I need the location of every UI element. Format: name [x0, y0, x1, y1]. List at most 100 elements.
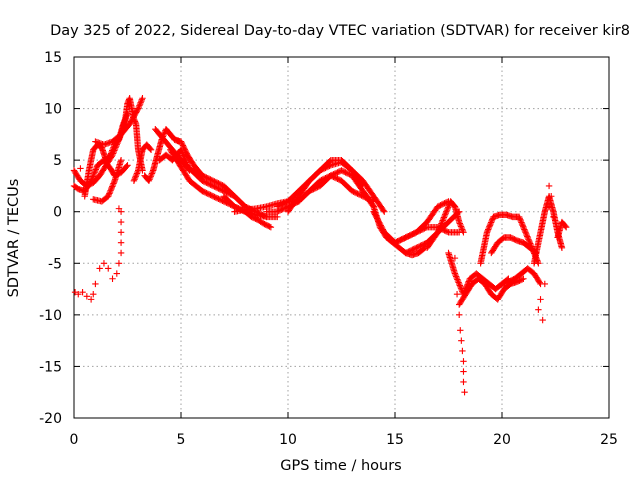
data-point [456, 280, 463, 288]
data-point [458, 337, 465, 344]
y-tick-label: 15 [44, 50, 62, 66]
data-point [117, 156, 125, 164]
y-tick-label: -5 [48, 256, 62, 272]
data-point [541, 280, 548, 288]
data-point [381, 208, 388, 215]
data-point [373, 215, 381, 222]
data-point [438, 218, 446, 226]
data-point [375, 218, 382, 225]
data-point [122, 114, 129, 122]
x-tick-label: 0 [70, 432, 79, 448]
data-point [137, 99, 144, 106]
data-point [117, 218, 125, 226]
data-point [545, 182, 553, 190]
data-point [147, 146, 155, 154]
data-point [456, 311, 463, 319]
data-point [120, 120, 127, 128]
data-point [135, 103, 143, 111]
data-point [109, 275, 116, 282]
data-point [378, 223, 385, 231]
data-point [520, 224, 527, 232]
data-point [110, 178, 118, 186]
data-point [563, 223, 570, 231]
data-point [138, 98, 145, 105]
data-point [134, 168, 141, 176]
data-point [131, 174, 139, 182]
data-point [115, 260, 123, 267]
data-point [100, 260, 108, 267]
data-point [443, 228, 451, 235]
data-point [107, 186, 115, 193]
data-point [486, 223, 493, 230]
data-point [373, 214, 380, 221]
data-point [105, 193, 112, 200]
data-point [518, 219, 525, 226]
data-point [516, 215, 523, 222]
data-point [106, 188, 114, 196]
data-point [523, 231, 530, 239]
data-point [459, 347, 466, 355]
data-point [123, 112, 131, 119]
data-point [440, 215, 447, 223]
data-point [138, 96, 146, 103]
data-point [133, 171, 140, 179]
data-point [107, 150, 115, 157]
data-point [461, 389, 468, 396]
data-point [454, 276, 461, 283]
data-point [117, 249, 125, 257]
data-point [108, 184, 115, 192]
data-point [517, 216, 524, 223]
data-point [434, 229, 441, 236]
data-point [460, 358, 467, 365]
data-point [121, 116, 129, 123]
data-point [372, 212, 379, 220]
data-point [518, 220, 526, 228]
data-point [454, 277, 462, 285]
data-point [117, 239, 125, 246]
data-point [135, 105, 142, 112]
data-point [139, 95, 146, 102]
data-point [379, 226, 387, 233]
data-point [113, 270, 120, 277]
x-tick-label: 10 [279, 432, 297, 448]
data-point [120, 119, 128, 126]
data-point [460, 378, 467, 386]
y-tick-label: 10 [44, 102, 62, 118]
data-point [180, 153, 188, 161]
data-point [433, 230, 441, 237]
data-point [422, 224, 429, 232]
data-point [535, 306, 542, 313]
data-point [109, 147, 116, 154]
data-point [455, 279, 462, 286]
data-point [456, 220, 464, 227]
data-point [109, 183, 116, 190]
data-point [458, 224, 465, 232]
data-point [117, 229, 125, 236]
data-point [376, 220, 384, 228]
data-point [110, 180, 117, 187]
data-point [484, 226, 492, 233]
data-point [550, 213, 557, 221]
data-point [110, 144, 117, 151]
data-point [79, 288, 86, 296]
data-point [545, 203, 553, 210]
data-point [123, 113, 130, 120]
data-point [371, 209, 378, 217]
data-point [521, 227, 529, 235]
data-point [483, 229, 491, 236]
x-axis-ticks: 0 5 10 15 20 25 [70, 57, 618, 448]
data-point [134, 106, 141, 114]
data-point [525, 236, 532, 243]
data-point [106, 190, 113, 197]
data-point [148, 170, 156, 177]
data-point [378, 225, 386, 232]
data-point [521, 226, 528, 233]
data-point [457, 223, 465, 230]
data-point [146, 174, 154, 182]
data-point [539, 316, 546, 324]
data-point [147, 173, 154, 180]
data-point [93, 164, 100, 172]
data-point [133, 170, 141, 177]
data-point [132, 173, 139, 180]
